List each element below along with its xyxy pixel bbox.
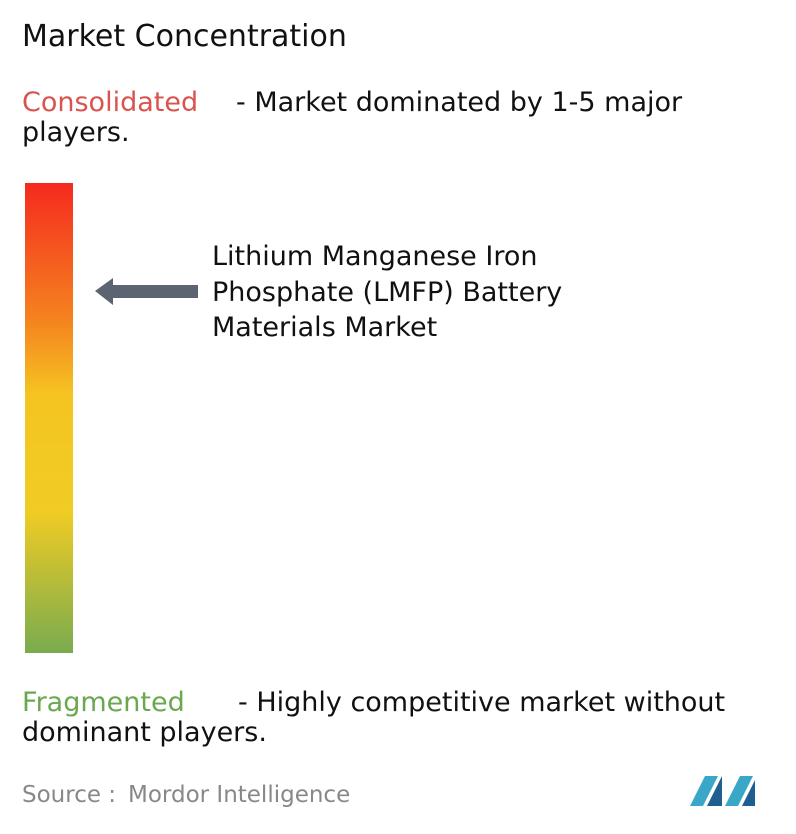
market-name: Phosphate (LMFP) Battery bbox=[212, 277, 563, 308]
concentration-bar bbox=[25, 183, 73, 653]
fragmented-desc: dominant players. bbox=[22, 717, 267, 748]
title: Market Concentration bbox=[22, 19, 347, 54]
consolidated-desc: - Market dominated by 1-5 major bbox=[236, 87, 683, 118]
source-prefix: Source : bbox=[22, 782, 117, 808]
fragmented-desc: - Highly competitive market without bbox=[238, 687, 726, 718]
source-name: Mordor Intelligence bbox=[128, 782, 351, 808]
logo bbox=[690, 776, 755, 806]
market-name: Materials Market bbox=[212, 312, 438, 343]
arrow bbox=[95, 278, 198, 305]
market-name: Lithium Manganese Iron bbox=[212, 241, 538, 272]
consolidated-label: Consolidated bbox=[22, 87, 199, 118]
fragmented-label: Fragmented bbox=[22, 687, 185, 718]
consolidated-desc: players. bbox=[22, 117, 130, 148]
